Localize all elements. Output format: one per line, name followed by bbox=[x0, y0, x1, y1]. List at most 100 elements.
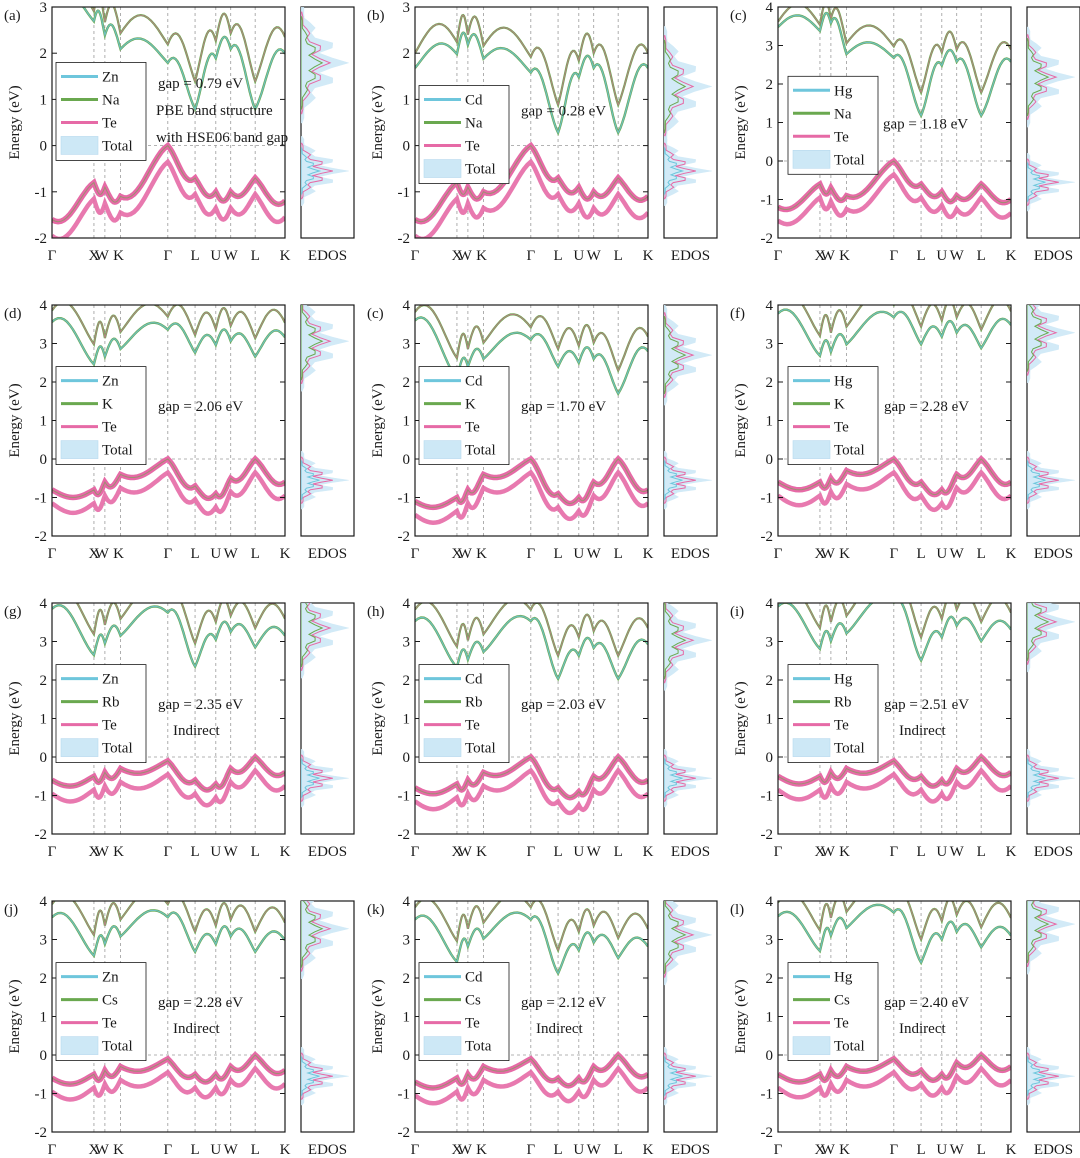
y-tick-label: -1 bbox=[35, 491, 48, 507]
kpoint-label: W bbox=[821, 248, 836, 264]
legend: Hg Rb Te Total bbox=[787, 664, 879, 763]
conduction-band-upper-te bbox=[805, 603, 1011, 639]
y-tick-label: -1 bbox=[35, 789, 48, 805]
legend-entry: Te bbox=[102, 115, 117, 131]
legend-entry: Te bbox=[834, 1016, 849, 1032]
annotation-text: PBE band structure bbox=[156, 103, 273, 119]
y-tick-label: 3 bbox=[403, 933, 411, 949]
edos-partial-curve bbox=[301, 305, 332, 385]
y-axis-label: Energy (eV) bbox=[7, 979, 23, 1053]
conduction-band-lower-metal bbox=[415, 32, 648, 135]
y-tick-label: -1 bbox=[761, 1087, 774, 1103]
kpath-labels: Γ XW K Γ L U W L K bbox=[48, 546, 291, 562]
y-axis-label: Energy (eV) bbox=[733, 85, 749, 159]
edos-total-area bbox=[664, 901, 712, 986]
kpoint-label: Γ bbox=[889, 844, 898, 860]
y-tick-label: 2 bbox=[403, 971, 411, 987]
edos-total-area bbox=[301, 136, 349, 206]
kpoint-label: W bbox=[950, 248, 965, 264]
kpoint-label: L bbox=[977, 1142, 986, 1158]
y-tick-label: 3 bbox=[40, 933, 48, 949]
kpoint-label: L bbox=[251, 546, 260, 562]
kpath-labels: Γ XW K Γ L U W L K bbox=[48, 1142, 291, 1158]
edos-partial-curve bbox=[301, 901, 332, 972]
legend: Zn Rb Te Total bbox=[55, 664, 147, 763]
y-axis-label: Energy (eV) bbox=[733, 979, 749, 1053]
kpoint-label: Γ bbox=[411, 1142, 420, 1158]
valence-band-upper-alkali bbox=[52, 756, 285, 791]
legend-entry: Zn bbox=[102, 970, 119, 986]
valence-band-lower bbox=[415, 766, 648, 816]
annotation-text: Indirect bbox=[173, 723, 220, 739]
legend-entry: Total bbox=[102, 443, 133, 459]
edos-frame bbox=[663, 304, 718, 537]
band-curves bbox=[778, 7, 1011, 227]
edos-partial-curve bbox=[1027, 758, 1046, 798]
y-tick-label: 2 bbox=[40, 46, 48, 62]
kpoint-label: W bbox=[587, 546, 602, 562]
kpoint-label: U bbox=[210, 1142, 221, 1158]
legend-entry: Te bbox=[465, 420, 480, 436]
legend-swatch-area bbox=[792, 440, 831, 459]
y-axis-label: Energy (eV) bbox=[370, 383, 386, 457]
legend-entry: Te bbox=[102, 420, 117, 436]
kpoint-label: K bbox=[643, 546, 654, 562]
legend-entry: Te bbox=[834, 420, 849, 436]
annotation-text: gap = 1.70 eV bbox=[521, 399, 606, 415]
edos-total-area bbox=[1027, 1047, 1075, 1106]
kpath-labels: Γ XW K Γ L U W L K bbox=[774, 546, 1017, 562]
valence-band-lower bbox=[52, 468, 285, 516]
conduction-band-lower-metal bbox=[415, 911, 648, 975]
y-tick-label: -2 bbox=[35, 1125, 48, 1141]
y-tick-label: 2 bbox=[766, 375, 774, 391]
kpoint-label: W bbox=[458, 844, 473, 860]
y-tick-label: 3 bbox=[40, 337, 48, 353]
edos-partial-curve bbox=[1027, 1052, 1059, 1100]
kpoint-label: K bbox=[839, 546, 850, 562]
legend: Hg Cs Te Total bbox=[787, 962, 879, 1061]
kpoint-label: W bbox=[458, 248, 473, 264]
kpoint-label: K bbox=[643, 248, 654, 264]
edos-total-area bbox=[664, 136, 712, 206]
legend-entry: Cd bbox=[465, 672, 483, 688]
legend: Zn Na Te Total bbox=[55, 62, 147, 161]
edos-partial-curve bbox=[664, 901, 687, 974]
legend: Cd Na Te Total bbox=[418, 85, 510, 184]
conduction-band-lower-metal bbox=[415, 316, 648, 395]
edos-total-area bbox=[1027, 603, 1075, 673]
y-tick-label: 4 bbox=[40, 894, 48, 910]
kpoint-label: U bbox=[210, 844, 221, 860]
edos-partial-curve bbox=[664, 1052, 696, 1100]
kpoint-label: L bbox=[553, 248, 562, 264]
edos-label: EDOS bbox=[1034, 546, 1073, 562]
edos-curves bbox=[664, 26, 713, 206]
conduction-band-lower-metal bbox=[82, 7, 285, 111]
y-tick-label: 0 bbox=[403, 750, 411, 766]
y-tick-label: -2 bbox=[761, 529, 774, 545]
legend-swatch-area bbox=[423, 738, 462, 757]
y-tick-label: 4 bbox=[766, 0, 774, 16]
edos-curves bbox=[1027, 901, 1075, 1106]
legend-entry: Rb bbox=[465, 695, 483, 711]
legend-entry: Rb bbox=[834, 695, 852, 711]
y-tick-label: 0 bbox=[766, 452, 774, 468]
edos-partial-curve bbox=[301, 305, 324, 381]
edos-total-area bbox=[301, 1047, 349, 1106]
legend: Cd K Te Total bbox=[418, 366, 510, 466]
legend-entry: Te bbox=[834, 718, 849, 734]
kpoint-label: Γ bbox=[526, 1142, 535, 1158]
y-tick-label: 1 bbox=[40, 712, 48, 728]
edos-partial-curve bbox=[301, 460, 320, 500]
legend-entry: Total bbox=[465, 741, 496, 757]
legend-entry: Cd bbox=[465, 970, 483, 986]
kpath-labels: Γ XW K Γ L U W L K bbox=[411, 546, 654, 562]
kpoint-label: Γ bbox=[774, 248, 783, 264]
kpoint-label: L bbox=[553, 1142, 562, 1158]
edos-partial-curve bbox=[301, 1056, 320, 1096]
legend-entry: Total bbox=[834, 443, 865, 459]
edos-curves bbox=[301, 901, 349, 1106]
kpoint-label: K bbox=[280, 1142, 291, 1158]
kpoint-label: U bbox=[210, 546, 221, 562]
valence-band-upper-alkali bbox=[415, 144, 648, 223]
